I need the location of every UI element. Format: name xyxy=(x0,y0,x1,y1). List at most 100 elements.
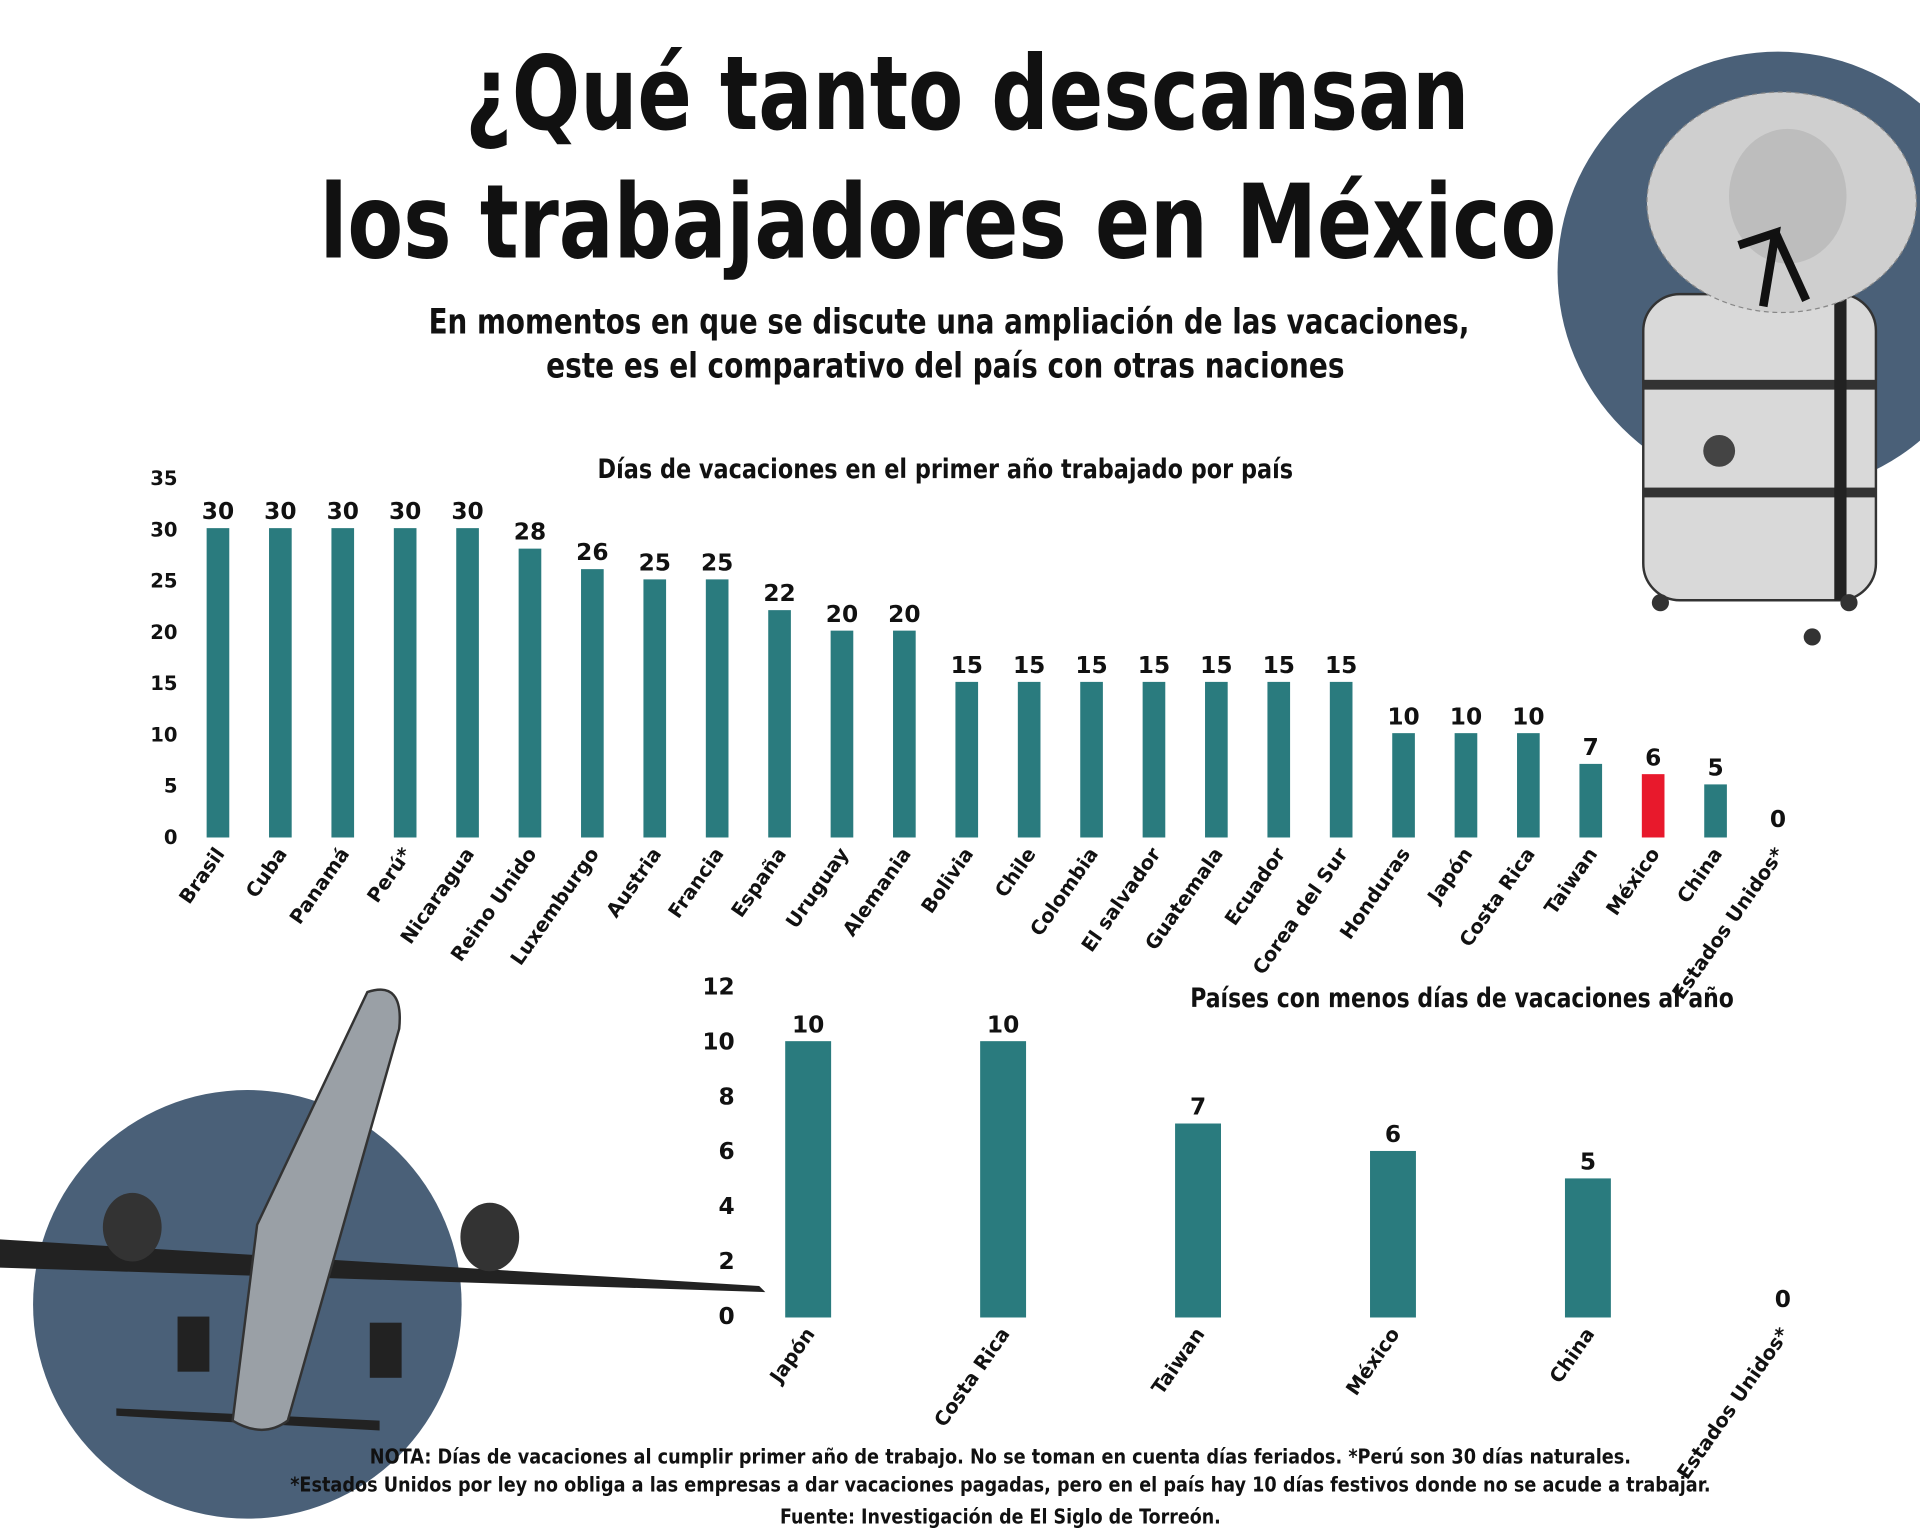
value-label: 20 xyxy=(826,601,858,628)
bar xyxy=(1641,774,1665,838)
suitcase-decoration xyxy=(1557,51,1920,646)
value-label: 5 xyxy=(1580,1149,1596,1176)
x-tick-label: Chile xyxy=(990,843,1040,901)
y-tick-label: 25 xyxy=(150,570,177,593)
title-line: ¿Qué tanto descansan xyxy=(465,35,1469,154)
bar xyxy=(1017,681,1041,838)
bar xyxy=(1205,681,1228,838)
value-label: 6 xyxy=(1385,1121,1401,1148)
y-tick-label: 2 xyxy=(719,1248,735,1275)
value-label: 30 xyxy=(327,498,359,525)
bar xyxy=(206,528,230,838)
bar xyxy=(1392,733,1415,838)
value-label: 28 xyxy=(514,519,546,546)
bar xyxy=(893,630,916,838)
x-tick-label: Taiwan xyxy=(1540,843,1602,918)
value-label: 30 xyxy=(451,498,483,525)
bar xyxy=(643,579,667,838)
x-tick-label: China xyxy=(1545,1323,1600,1387)
value-label: 22 xyxy=(763,580,795,607)
value-label: 15 xyxy=(1138,652,1170,679)
y-tick-label: 35 xyxy=(150,467,177,490)
note-line: *Estados Unidos por ley no obliga a las … xyxy=(290,1473,1710,1497)
value-label: 15 xyxy=(1325,652,1357,679)
bar xyxy=(1564,1178,1611,1318)
bar xyxy=(830,630,854,838)
subtitle-line: este es el comparativo del país con otra… xyxy=(546,346,1344,386)
title-line: los trabajadores en México xyxy=(320,163,1557,282)
value-label: 26 xyxy=(576,539,608,566)
x-tick-label: Austria xyxy=(602,843,667,921)
x-tick-label: Ecuador xyxy=(1220,843,1290,930)
y-tick-label: 12 xyxy=(702,974,734,1001)
chart-title: Países con menos días de vacaciones al a… xyxy=(1190,983,1734,1014)
bar xyxy=(581,569,604,838)
value-label: 15 xyxy=(1263,652,1295,679)
y-tick-label: 0 xyxy=(719,1303,735,1330)
x-tick-label: Japón xyxy=(1422,843,1477,909)
chart-title: Días de vacaciones en el primer año trab… xyxy=(598,454,1294,485)
x-tick-label: México xyxy=(1602,843,1665,919)
value-label: 15 xyxy=(951,652,983,679)
y-tick-label: 20 xyxy=(150,621,177,644)
bar xyxy=(955,681,979,838)
bar xyxy=(980,1041,1027,1318)
bar xyxy=(1329,681,1353,838)
bar xyxy=(1579,763,1603,838)
value-label: 6 xyxy=(1645,744,1661,771)
x-tick-label: Bolivia xyxy=(917,843,979,917)
value-label: 15 xyxy=(1075,652,1107,679)
bar xyxy=(269,528,292,838)
x-tick-label: Costa Rica xyxy=(929,1323,1014,1431)
bar xyxy=(331,528,355,838)
bar xyxy=(1704,784,1727,838)
airplane-decoration xyxy=(0,988,766,1519)
value-label: 7 xyxy=(1583,734,1599,761)
value-label: 10 xyxy=(1387,703,1419,730)
y-tick-label: 8 xyxy=(719,1083,735,1110)
x-tick-label: Brasil xyxy=(174,843,229,908)
note-line: NOTA: Días de vacaciones al cumplir prim… xyxy=(370,1445,1631,1469)
x-tick-label: Japón xyxy=(764,1323,819,1389)
y-tick-label: 6 xyxy=(719,1138,735,1165)
y-tick-label: 30 xyxy=(150,518,177,541)
y-tick-label: 15 xyxy=(150,672,177,695)
bar xyxy=(1142,681,1166,838)
x-tick-label: China xyxy=(1673,843,1728,907)
value-label: 10 xyxy=(987,1011,1019,1038)
bar xyxy=(518,548,542,838)
value-label: 0 xyxy=(1770,806,1786,833)
value-label: 25 xyxy=(701,550,733,577)
x-tick-label: Estados Unidos* xyxy=(1673,1323,1795,1483)
y-tick-label: 4 xyxy=(719,1193,735,1220)
x-tick-label: Panamá xyxy=(285,843,354,928)
bar xyxy=(768,610,791,838)
value-label: 0 xyxy=(1775,1286,1791,1313)
y-tick-label: 10 xyxy=(702,1028,734,1055)
y-tick-label: 10 xyxy=(150,723,177,746)
x-tick-label: Taiwan xyxy=(1147,1323,1209,1398)
value-label: 10 xyxy=(792,1011,824,1038)
value-label: 25 xyxy=(639,550,671,577)
bar xyxy=(1517,733,1540,838)
bar xyxy=(785,1041,832,1318)
subtitle-line: En momentos en que se discute una amplia… xyxy=(429,302,1470,342)
bar xyxy=(1080,681,1103,838)
value-label: 15 xyxy=(1200,652,1232,679)
value-label: 7 xyxy=(1190,1094,1206,1121)
value-label: 15 xyxy=(1013,652,1045,679)
value-label: 20 xyxy=(888,601,920,628)
bar xyxy=(1370,1150,1416,1318)
x-tick-label: Francia xyxy=(664,843,729,922)
value-label: 30 xyxy=(389,498,421,525)
bar xyxy=(1454,733,1478,838)
y-tick-label: 0 xyxy=(164,826,178,849)
bar xyxy=(456,528,479,838)
value-label: 30 xyxy=(264,498,296,525)
x-tick-label: México xyxy=(1341,1323,1404,1399)
bar xyxy=(705,579,729,838)
x-tick-label: Cuba xyxy=(241,843,292,902)
x-tick-label: España xyxy=(727,843,791,921)
